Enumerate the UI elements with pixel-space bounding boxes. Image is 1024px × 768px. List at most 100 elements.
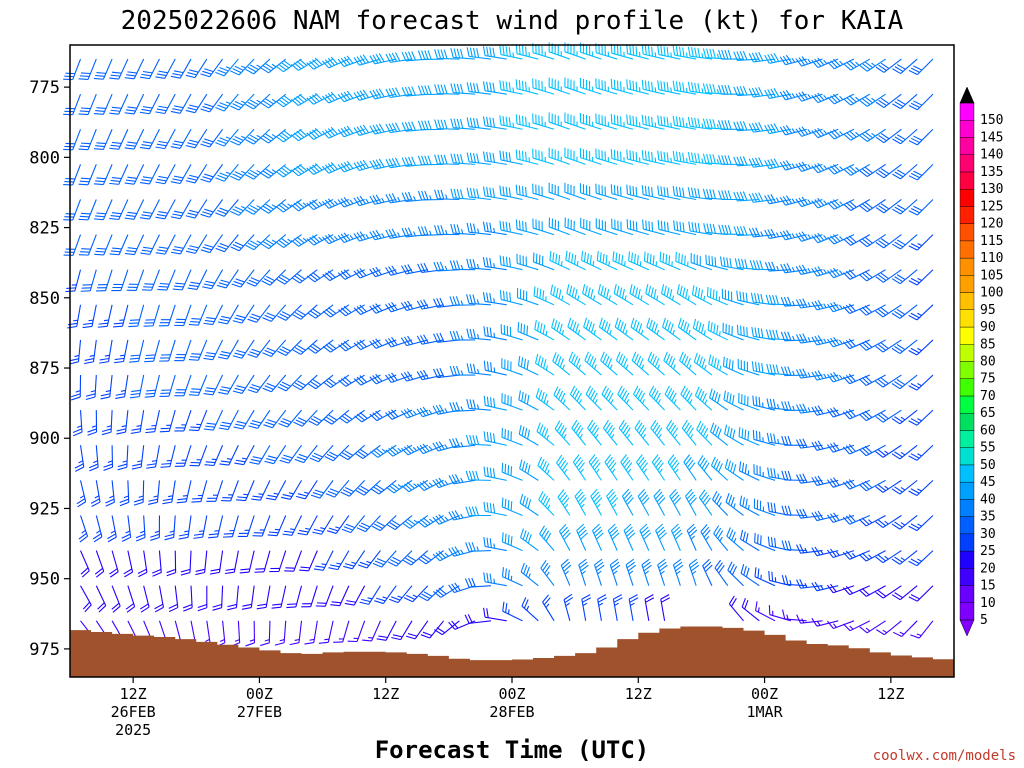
wind-barb: [568, 351, 587, 376]
wind-barb: [330, 585, 350, 607]
wind-barb: [353, 89, 381, 101]
wind-barb: [843, 620, 871, 632]
wind-barb: [532, 148, 555, 165]
wind-barb: [779, 89, 807, 101]
wind-barb: [891, 339, 918, 355]
wind-barb: [150, 515, 161, 541]
wind-barb: [260, 234, 287, 250]
wind-barb: [337, 90, 365, 103]
wind-barb: [607, 523, 620, 551]
wind-barb: [315, 585, 334, 607]
wind-barb: [796, 438, 823, 449]
wind-barb: [124, 58, 145, 80]
wind-barb: [827, 267, 855, 279]
wind-barb: [483, 537, 507, 552]
wind-barb: [321, 161, 350, 174]
wind-barb: [842, 408, 871, 420]
colorbar-swatch: [959, 154, 975, 173]
wind-barb: [353, 231, 381, 242]
wind-barb: [159, 374, 176, 398]
wind-barb: [78, 515, 89, 543]
wind-barb: [204, 445, 224, 467]
wind-barb: [908, 374, 934, 391]
wind-barb: [723, 390, 744, 411]
colorbar-label: 95: [980, 303, 996, 318]
wind-barb: [755, 601, 776, 622]
wind-barb: [692, 318, 713, 341]
wind-barb: [271, 585, 287, 609]
wind-barb: [859, 93, 886, 107]
colorbar-label: 20: [980, 561, 996, 576]
wind-barb: [811, 197, 839, 209]
wind-barb: [672, 45, 697, 60]
wind-barb: [641, 149, 665, 165]
wind-barb: [176, 480, 192, 504]
wind-barb: [859, 163, 886, 178]
colorbar-label: 145: [980, 130, 1003, 145]
wind-barb: [202, 269, 224, 290]
wind-barb: [385, 372, 413, 383]
wind-barb: [139, 199, 160, 220]
x-tick-label: 12Z: [120, 685, 147, 703]
wind-barb: [843, 199, 871, 211]
wind-barb: [727, 561, 744, 587]
wind-barb: [193, 515, 208, 539]
wind-barb: [686, 523, 698, 551]
wind-barb: [587, 419, 602, 446]
wind-barb: [642, 219, 665, 236]
wind-barb: [843, 163, 871, 176]
wind-barb: [264, 444, 287, 465]
wind-barb: [252, 515, 271, 537]
wind-barb: [434, 620, 460, 636]
wind-barb: [596, 251, 618, 271]
wind-barb: [702, 83, 728, 95]
y-tick-label: 825: [29, 219, 60, 239]
wind-barb: [595, 148, 618, 165]
wind-barb: [891, 585, 918, 601]
wind-barb: [781, 505, 807, 517]
wind-barb: [142, 269, 160, 291]
wind-barb: [292, 374, 318, 391]
wind-barb: [284, 550, 303, 572]
wind-barb: [584, 351, 602, 376]
wind-barb: [660, 284, 681, 306]
wind-barb: [581, 594, 592, 621]
wind-barb: [90, 480, 101, 508]
wind-barb: [174, 304, 192, 327]
wind-barb: [738, 427, 760, 446]
wind-barb: [306, 57, 334, 70]
wind-barb: [401, 444, 429, 456]
wind-barb: [93, 58, 113, 80]
wind-barb: [558, 523, 571, 551]
wind-barb: [146, 445, 160, 469]
wind-barb: [78, 234, 97, 256]
wind-barb: [796, 473, 823, 484]
wind-barb: [232, 304, 255, 324]
wind-barb: [610, 184, 634, 201]
wind-barb: [170, 128, 192, 149]
wind-barb: [572, 454, 587, 481]
wind-barb: [518, 390, 539, 411]
wind-barb: [218, 409, 239, 431]
colorbar-label: 30: [980, 527, 996, 542]
wind-barb: [657, 150, 681, 165]
wind-barb: [892, 93, 918, 110]
wind-barb: [290, 93, 318, 107]
wind-barb: [93, 93, 113, 115]
wind-barb: [324, 444, 350, 462]
y-tick-label: 975: [29, 640, 60, 660]
wind-barb: [499, 45, 523, 60]
wind-barb: [563, 593, 574, 621]
wind-barb: [576, 523, 588, 551]
wind-barb: [356, 515, 381, 533]
wind-barb: [690, 253, 713, 271]
wind-barb: [131, 445, 145, 470]
wind-barb: [827, 548, 855, 559]
wind-barb: [875, 550, 902, 564]
wind-barb: [286, 585, 303, 609]
colorbar-swatch: [959, 240, 975, 259]
colorbar-label: 150: [980, 113, 1003, 128]
wind-barb: [482, 186, 507, 201]
wind-barb: [908, 585, 934, 602]
wind-barb: [369, 88, 397, 100]
